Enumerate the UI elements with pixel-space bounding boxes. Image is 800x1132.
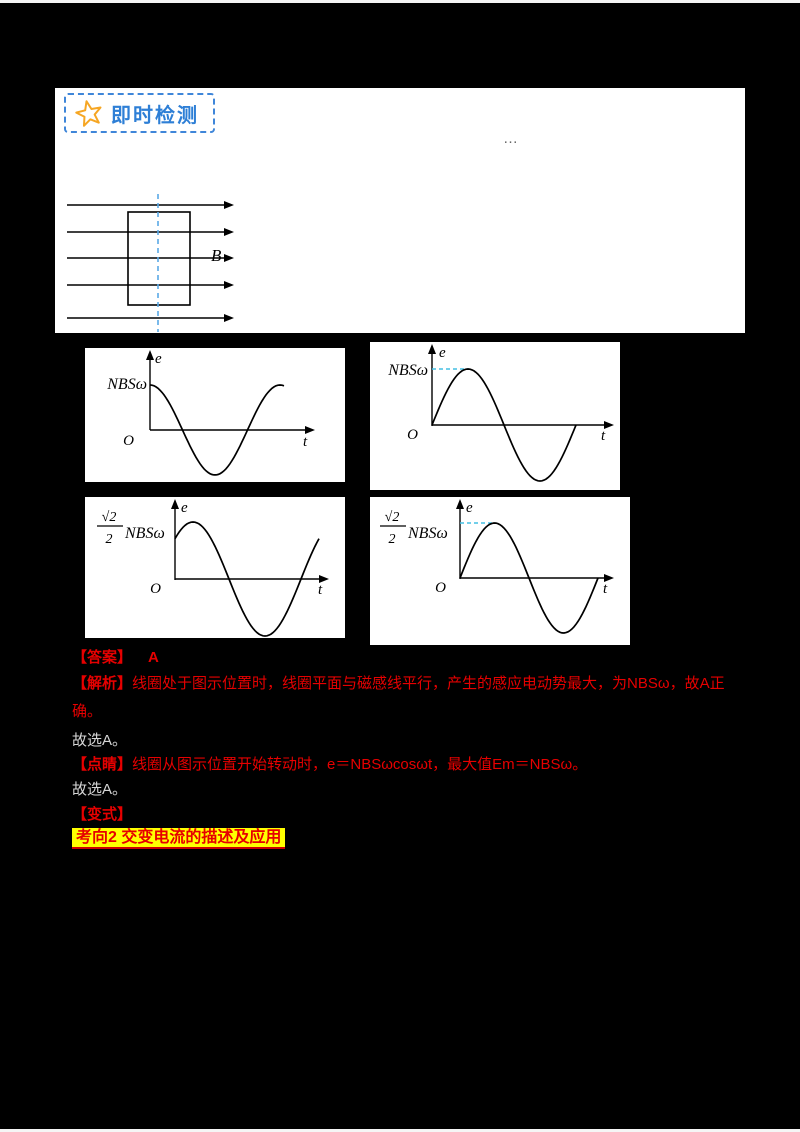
badge-label: 即时检测 [111,104,199,127]
axis-arrow-right-icon [319,575,329,583]
field-lines-group [67,204,225,319]
note-line-1: 故选A。 [72,732,128,749]
answer-value: A [148,649,159,666]
e-axis-label: e [466,500,473,516]
section2-header-line: 考向2 交变电流的描述及应用 [72,824,286,852]
emf-curve [459,522,599,634]
analysis-label: 【解析】 [72,675,133,692]
coil-rectangle [127,211,191,306]
section2-header: 考向2 交变电流的描述及应用 [72,828,286,849]
followup-label: 【变式】 [72,806,133,823]
graph-option-a: e NBSω O t [85,348,345,482]
amplitude-fraction-denominator: 2 [389,532,396,547]
axis-arrow-right-icon [305,426,315,434]
origin-label: O [407,427,418,443]
amplitude-fraction-numerator: √2 [102,510,117,525]
origin-label: O [123,433,134,449]
e-axis-label: e [439,345,446,361]
e-axis-label: e [155,351,162,367]
field-arrow-icons [224,201,234,322]
field-diagram: B [67,194,234,332]
t-axis-label: t [601,428,606,444]
check-badge: 即时检测 [64,93,215,133]
answer-line: 【答案】 A [72,644,159,672]
axis-arrow-up-icon [428,344,436,354]
e-axis-label: e [181,500,188,516]
graph-option-b: e NBSω O t [370,342,620,490]
axis-arrow-right-icon [604,421,614,429]
graph-option-d: e √2 2 NBSω O t [370,497,630,645]
emf-curve [431,368,577,482]
tip-label: 【点睛】 [72,756,133,773]
star-icon [75,100,102,127]
amplitude-fraction-denominator: 2 [106,532,113,547]
emf-curve [174,521,320,637]
amplitude-fraction-numerator: √2 [385,510,400,525]
axis-arrow-up-icon [171,499,179,509]
t-axis-label: t [603,581,608,597]
analysis-paragraph: 【解析】线圈处于图示位置时，线圈平面与磁感线平行，产生的感应电动势最大，为NBS… [72,670,734,726]
amplitude-label: NBSω [387,362,428,379]
section2-title: 交变电流的描述及应用 [121,829,282,846]
axis-arrow-right-icon [604,574,614,582]
origin-label: O [150,581,161,597]
top-page-edge [0,0,800,3]
section2-tag: 考向2 [76,829,117,846]
amplitude-label: NBSω [106,376,147,393]
analysis-text: 线圈处于图示位置时，线圈平面与磁感线平行，产生的感应电动势最大，为NBSω，故A… [72,675,725,720]
axis-arrow-up-icon [146,350,154,360]
answer-label: 【答案】 [72,649,133,666]
b-field-label: B [211,246,222,265]
origin-label: O [435,580,446,596]
emf-curve [149,384,285,476]
tip-text: 线圈从图示位置开始转动时，e＝NBSωcosωt，最大值Em＝NBSω。 [132,756,588,773]
tip-line: 【点睛】线圈从图示位置开始转动时，e＝NBSωcosωt，最大值Em＝NBSω。 [72,751,587,779]
axis-arrow-up-icon [456,499,464,509]
t-axis-label: t [303,434,308,450]
t-axis-label: t [318,582,323,598]
amplitude-label: NBSω [124,525,165,542]
bottom-page-edge [0,1129,800,1132]
note-line-2: 故选A。 [72,781,128,798]
question-ellipsis: … [503,130,520,147]
amplitude-label: NBSω [407,525,448,542]
graph-option-c: e √2 2 NBSω O t [85,497,345,638]
